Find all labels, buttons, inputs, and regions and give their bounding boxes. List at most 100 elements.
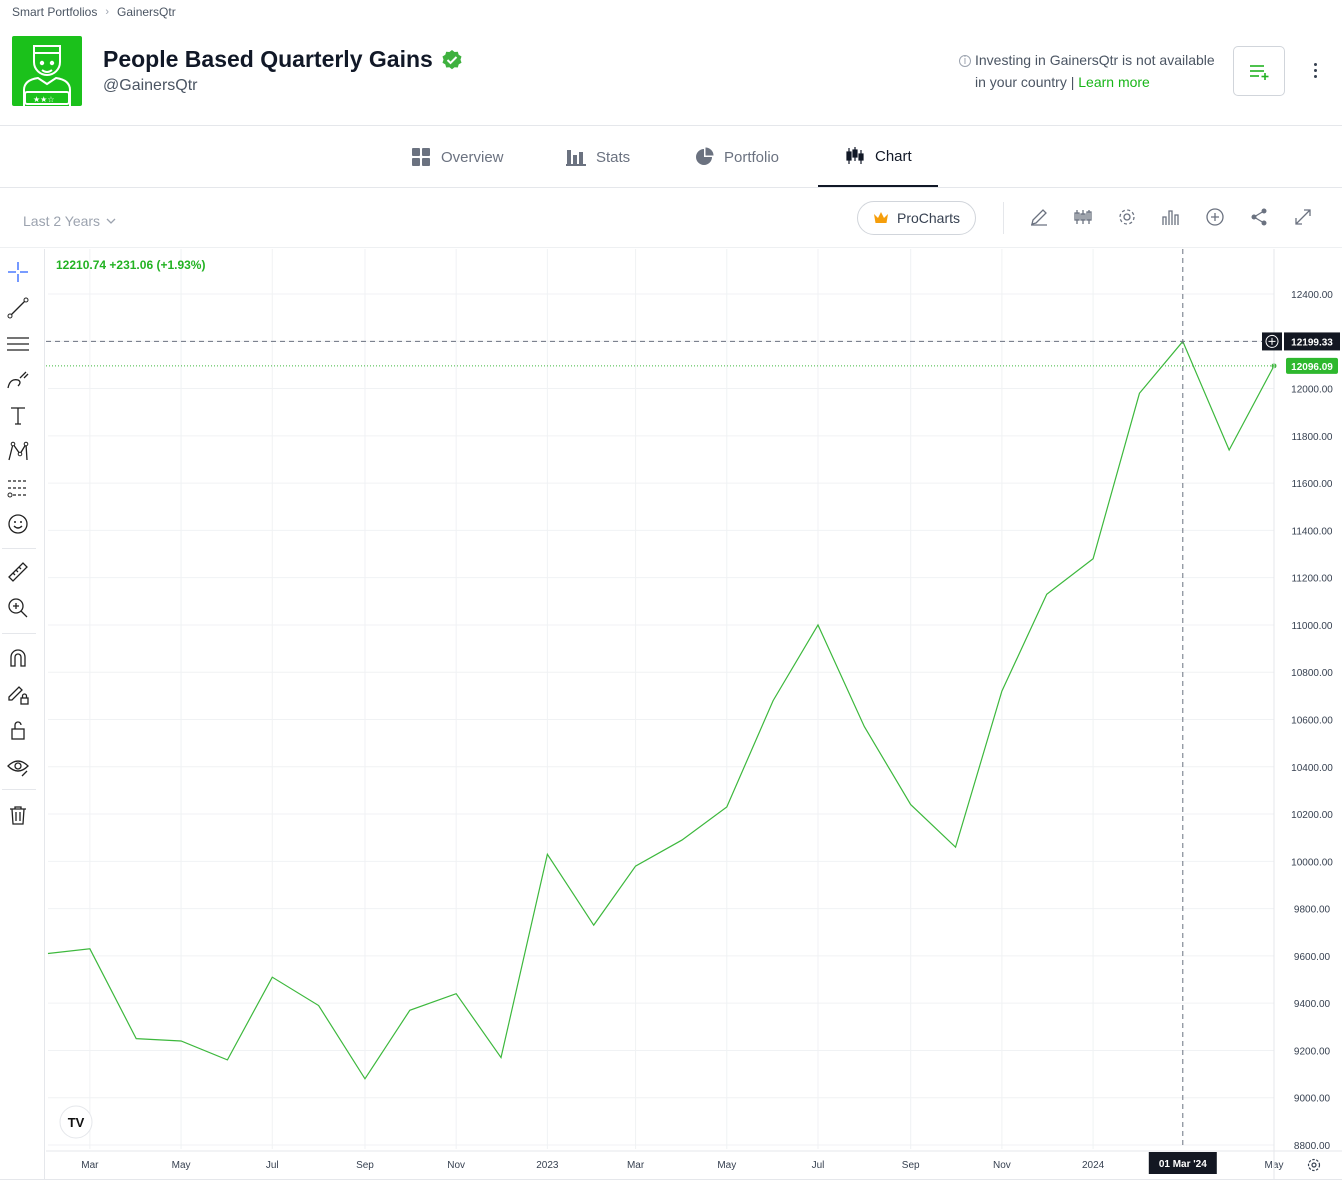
add-to-watchlist-button[interactable]: [1233, 46, 1285, 96]
avatar: ★★☆: [12, 36, 82, 106]
pattern-tool-icon[interactable]: [5, 439, 31, 465]
toolbar-divider: [1003, 202, 1004, 234]
chevron-down-icon: [106, 218, 116, 224]
svg-text:★★☆: ★★☆: [33, 95, 55, 104]
tradingview-logo[interactable]: TV: [59, 1105, 93, 1139]
text-tool-icon[interactable]: [5, 403, 31, 429]
breadcrumb: Smart Portfolios › GainersQtr: [12, 4, 176, 20]
crosshair-x-label: 01 Mar '24: [1159, 1159, 1207, 1170]
lock-drawings-icon[interactable]: [5, 681, 31, 707]
series-line: [47, 340, 1275, 1080]
price-chart[interactable]: 12400.0012200.0012000.0011800.0011600.00…: [46, 249, 1342, 1179]
fullscreen-icon[interactable]: [1291, 205, 1315, 229]
tab-portfolio[interactable]: Portfolio: [694, 127, 779, 187]
page-bottom-border: [0, 1179, 1342, 1180]
candlestick-icon: [846, 147, 864, 164]
bar-chart-icon: [566, 150, 586, 166]
x-tick-label: 2023: [536, 1160, 559, 1171]
svg-text:TV: TV: [68, 1115, 85, 1130]
magnet-icon[interactable]: [5, 645, 31, 671]
tab-chart[interactable]: Chart: [818, 127, 938, 187]
chart-overlays: 12096.09 12199.33 01 Mar '24: [46, 249, 1340, 1174]
y-tick-label: 10800.00: [1291, 668, 1333, 679]
crosshair-y-label: 12199.33: [1291, 337, 1333, 348]
y-tick-label: 11600.00: [1292, 479, 1333, 490]
tools-divider: [2, 789, 36, 790]
candles-type-icon[interactable]: [1071, 205, 1095, 229]
tools-divider: [2, 548, 36, 549]
chevron-right-icon: ›: [105, 6, 110, 18]
tools-divider: [2, 633, 36, 634]
crosshair-icon[interactable]: [5, 259, 31, 285]
y-tick-label: 11400.00: [1292, 526, 1333, 537]
chart-series: [47, 340, 1277, 1080]
price-legend: 12210.74 +231.06 (+1.93%): [56, 258, 205, 272]
x-tick-label: Mar: [627, 1160, 645, 1171]
crosshair-add-icon[interactable]: [1262, 332, 1282, 351]
trend-line-icon[interactable]: [5, 295, 31, 321]
tab-overview[interactable]: Overview: [411, 127, 504, 187]
portfolio-tabs: Overview Stats Portfolio Chart: [0, 127, 1342, 188]
x-tick-label: Sep: [356, 1160, 374, 1171]
x-tick-label: May: [717, 1160, 736, 1171]
add-circle-icon[interactable]: [1203, 205, 1227, 229]
zoom-in-icon[interactable]: [5, 595, 31, 621]
pie-chart-icon: [696, 147, 714, 165]
crosshair-y-label-bg: [1284, 332, 1340, 351]
y-tick-label: 12000.00: [1291, 385, 1333, 396]
portfolio-handle: @GainersQtr: [103, 77, 198, 94]
list-plus-icon: [1250, 65, 1269, 80]
indicators-icon[interactable]: [1159, 205, 1183, 229]
brush-icon[interactable]: [5, 367, 31, 393]
y-tick-label: 11800.00: [1292, 432, 1333, 443]
horizontal-lines-icon[interactable]: [5, 331, 31, 357]
tab-stats[interactable]: Stats: [566, 127, 630, 187]
verified-badge-icon: [442, 49, 462, 69]
emoji-icon[interactable]: [5, 511, 31, 537]
breadcrumb-current: GainersQtr: [117, 5, 176, 19]
gear-icon[interactable]: [1115, 205, 1139, 229]
info-icon: i: [959, 55, 971, 67]
drawing-tools-panel: [0, 249, 45, 1179]
y-tick-label: 9400.00: [1294, 999, 1331, 1010]
procharts-button[interactable]: ProCharts: [857, 201, 976, 235]
notice-text: Investing in GainersQtr is not available…: [975, 52, 1215, 90]
legend-change: +231.06 (+1.93%): [109, 258, 206, 272]
x-tick-label: May: [172, 1160, 191, 1171]
crosshair-x-label-bg: [1148, 1152, 1217, 1174]
x-tick-label: Sep: [902, 1160, 920, 1171]
x-tick-label: 2024: [1082, 1160, 1105, 1171]
notice-separator: |: [1070, 74, 1075, 90]
y-tick-label: 12400.00: [1291, 290, 1333, 301]
chart-toolbar: Last 2 Years ProCharts: [0, 188, 1342, 248]
forecast-tool-icon[interactable]: [5, 475, 31, 501]
draw-pencil-icon[interactable]: [1027, 205, 1051, 229]
grid-icon: [412, 148, 430, 166]
x-tick-label: Mar: [81, 1160, 99, 1171]
axis-settings-icon[interactable]: [1307, 1158, 1321, 1172]
unlock-icon[interactable]: [5, 717, 31, 743]
x-tick-label: Nov: [993, 1160, 1011, 1171]
trash-icon[interactable]: [5, 802, 31, 828]
chart-grid: [48, 249, 1275, 1149]
y-tick-label: 8800.00: [1294, 1141, 1331, 1152]
last-price-label: 12096.09: [1291, 362, 1333, 373]
y-tick-label: 10400.00: [1291, 763, 1333, 774]
ruler-icon[interactable]: [5, 559, 31, 585]
range-selector[interactable]: Last 2 Years: [23, 213, 116, 229]
breadcrumb-root[interactable]: Smart Portfolios: [12, 5, 98, 19]
y-tick-label: 11000.00: [1292, 621, 1333, 632]
last-price-label-bg: [1286, 357, 1338, 374]
x-tick-label: Nov: [447, 1160, 465, 1171]
y-tick-label: 9200.00: [1294, 1046, 1331, 1057]
person-avatar-icon: ★★☆: [23, 45, 71, 106]
eye-icon[interactable]: [5, 753, 31, 779]
availability-notice: i Investing in GainersQtr is not availab…: [959, 49, 1229, 93]
y-tick-label: 9800.00: [1294, 905, 1331, 916]
learn-more-link[interactable]: Learn more: [1078, 74, 1150, 90]
y-tick-label: 9600.00: [1294, 952, 1331, 963]
share-icon[interactable]: [1247, 205, 1271, 229]
x-tick-label: Jul: [266, 1160, 279, 1171]
more-options-icon[interactable]: [1305, 60, 1325, 80]
y-tick-label: 11200.00: [1292, 574, 1333, 585]
